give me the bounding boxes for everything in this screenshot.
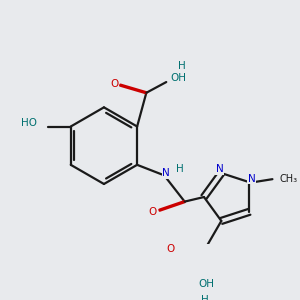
Text: H: H xyxy=(178,61,185,71)
Text: HO: HO xyxy=(21,118,37,128)
Text: OH: OH xyxy=(170,74,186,83)
Text: N: N xyxy=(162,168,170,178)
Text: O: O xyxy=(148,207,157,217)
Text: N: N xyxy=(216,164,224,174)
Text: O: O xyxy=(167,244,175,254)
Text: H: H xyxy=(201,295,208,300)
Text: CH₃: CH₃ xyxy=(279,174,297,184)
Text: O: O xyxy=(111,79,119,88)
Text: N: N xyxy=(248,174,256,184)
Text: OH: OH xyxy=(198,279,214,290)
Text: H: H xyxy=(176,164,183,174)
